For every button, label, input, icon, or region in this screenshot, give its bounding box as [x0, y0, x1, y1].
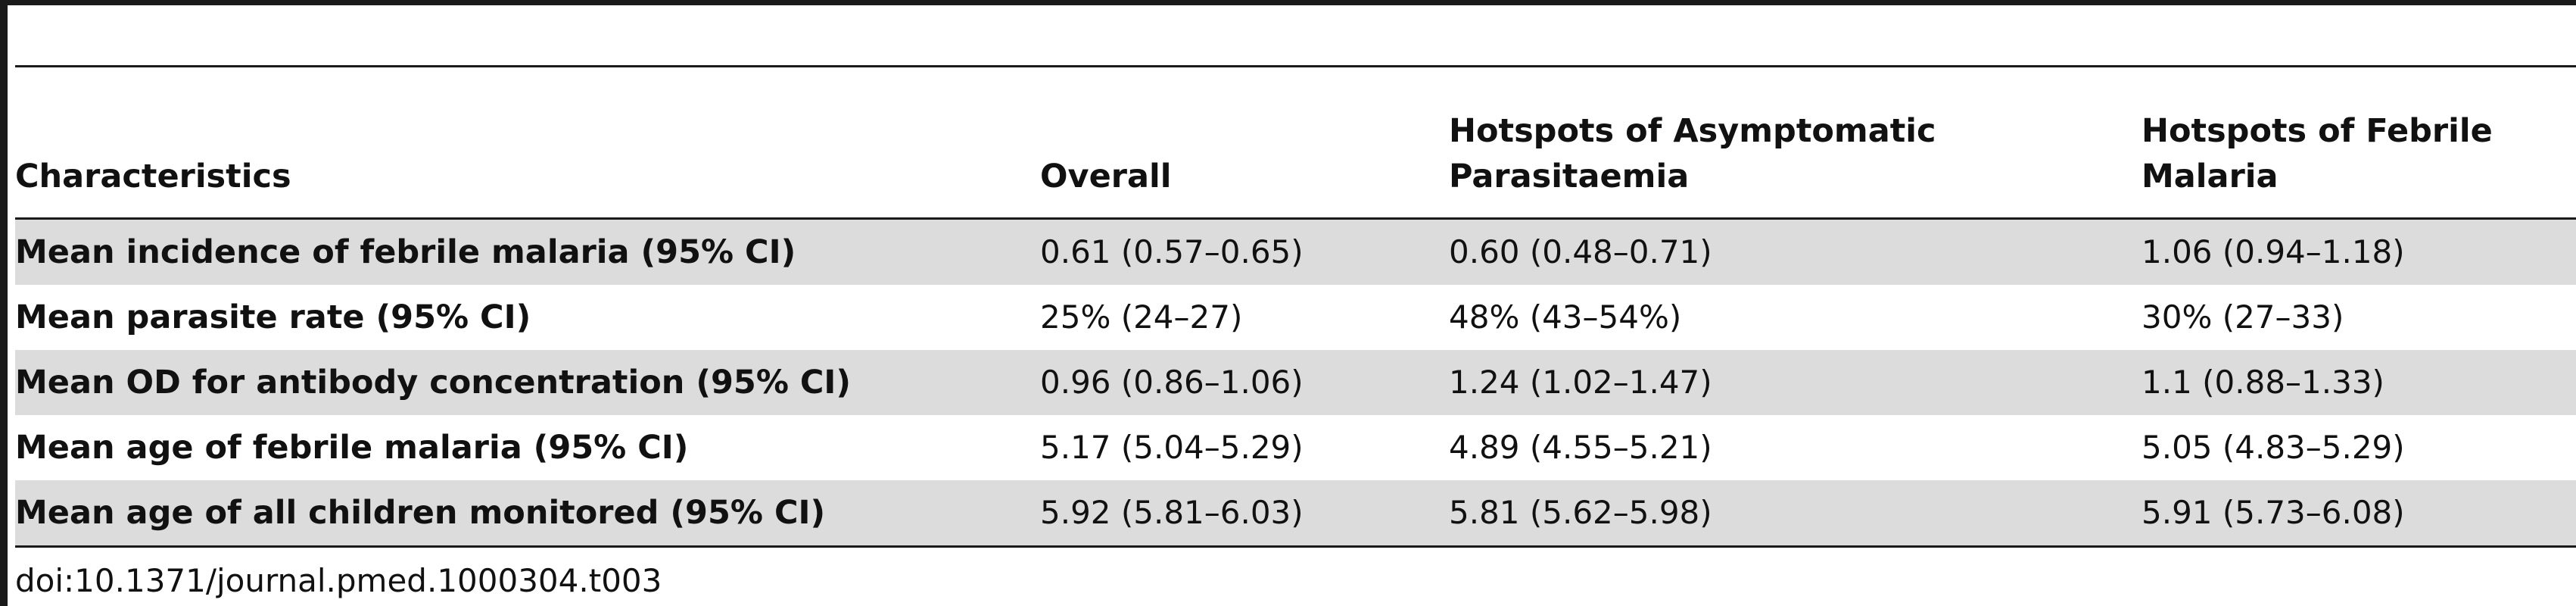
header-characteristics: Characteristics [15, 65, 1040, 220]
cell-febrile: 30% (27–33) [2141, 298, 2344, 336]
header-hotspots-asymptomatic: Hotspots of Asymptomatic Parasitaemia [1449, 65, 2141, 220]
table-row: Mean OD for antibody concentration (95% … [15, 350, 2576, 415]
header-overall: Overall [1040, 65, 1449, 220]
cell-febrile: 1.06 (0.94–1.18) [2141, 218, 2576, 285]
table-row: Mean age of all children monitored (95% … [15, 480, 2576, 548]
table-row: Mean parasite rate (95% CI) 25% (24–27) … [15, 285, 2576, 350]
table-header-row: Characteristics Overall Hotspots of Asym… [15, 65, 2576, 220]
doi-footnote: doi:10.1371/journal.pmed.1000304.t003 [15, 562, 662, 599]
row-label: Mean age of febrile malaria (95% CI) [15, 429, 689, 467]
table-row: Mean incidence of febrile malaria (95% C… [15, 218, 2576, 285]
row-label: Mean OD for antibody concentration (95% … [15, 350, 1040, 415]
cell-overall: 0.96 (0.86–1.06) [1040, 350, 1449, 415]
row-label: Mean incidence of febrile malaria (95% C… [15, 218, 1040, 285]
table-container: Characteristics Overall Hotspots of Asym… [15, 65, 2576, 548]
header-line: Hotspots of Asymptomatic [1449, 112, 1936, 150]
cell-overall: 0.61 (0.57–0.65) [1040, 218, 1449, 285]
cell-overall: 25% (24–27) [1040, 298, 1243, 336]
cell-febrile: 5.05 (4.83–5.29) [2141, 429, 2405, 466]
left-border-bar [0, 0, 8, 606]
row-label: Mean parasite rate (95% CI) [15, 298, 531, 336]
header-line: Overall [1040, 158, 1172, 195]
cell-asymptomatic: 48% (43–54%) [1449, 298, 1682, 336]
cell-asymptomatic: 5.81 (5.62–5.98) [1449, 480, 2141, 548]
cell-febrile: 1.1 (0.88–1.33) [2141, 350, 2576, 415]
header-line: Malaria [2141, 158, 2279, 195]
top-border-rule [0, 0, 2576, 5]
cell-overall: 5.92 (5.81–6.03) [1040, 480, 1449, 548]
header-line: Characteristics [15, 158, 291, 195]
header-line: Hotspots of Febrile [2141, 112, 2493, 150]
cell-asymptomatic: 1.24 (1.02–1.47) [1449, 350, 2141, 415]
cell-overall: 5.17 (5.04–5.29) [1040, 429, 1304, 466]
header-line: Parasitaemia [1449, 158, 1690, 195]
row-label: Mean age of all children monitored (95% … [15, 480, 1040, 548]
header-hotspots-febrile: Hotspots of Febrile Malaria [2141, 65, 2576, 220]
characteristics-table: Characteristics Overall Hotspots of Asym… [15, 65, 2576, 548]
cell-asymptomatic: 0.60 (0.48–0.71) [1449, 218, 2141, 285]
cell-asymptomatic: 4.89 (4.55–5.21) [1449, 429, 1712, 466]
table-row: Mean age of febrile malaria (95% CI) 5.1… [15, 415, 2576, 480]
cell-febrile: 5.91 (5.73–6.08) [2141, 480, 2576, 548]
